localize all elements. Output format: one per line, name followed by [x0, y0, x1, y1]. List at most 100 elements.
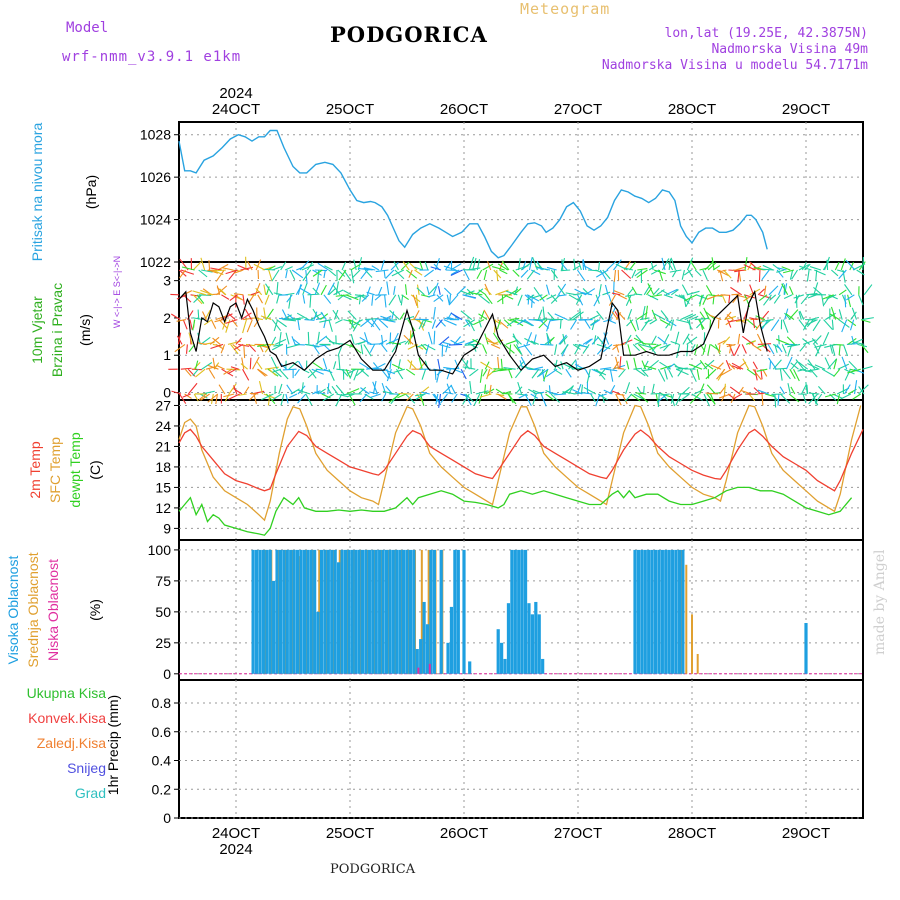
- wind-barb: [257, 343, 269, 347]
- wind-barb: [427, 286, 437, 296]
- wind-barb: [182, 319, 188, 330]
- wind-barb: [520, 319, 533, 327]
- wind-barb: [668, 368, 674, 378]
- wind-barb: [335, 281, 339, 295]
- wind-barb: [852, 341, 865, 345]
- wind-barb: [789, 343, 801, 347]
- wind-barb: [347, 368, 357, 375]
- wind-barb: [297, 319, 301, 331]
- y-tick-label: 0: [163, 810, 171, 826]
- wind-barb: [242, 319, 247, 334]
- wind-barb: [847, 319, 857, 327]
- wind-barb: [526, 269, 535, 280]
- y-tick-label: 50: [155, 604, 171, 620]
- wind-barb: [419, 386, 430, 395]
- wind-barb: [482, 368, 488, 377]
- wind-barb: [836, 393, 841, 405]
- high-cloud-bar: [671, 549, 675, 674]
- wind-barb: [569, 311, 582, 321]
- wind-barb: [475, 390, 489, 395]
- wind-barb: [850, 338, 863, 345]
- wind-barb: [801, 384, 807, 395]
- x-tick-bottom: 28OCT: [668, 825, 716, 842]
- wind-barb: [636, 312, 648, 321]
- wind-barb: [187, 382, 198, 395]
- wind-barb: [774, 367, 788, 370]
- wind-barb: [252, 356, 260, 370]
- wind-barb: [821, 368, 835, 377]
- wind-barb: [789, 368, 796, 379]
- wind-barb: [180, 367, 192, 370]
- wind-barb: [435, 319, 443, 328]
- wind-barb: [579, 319, 593, 321]
- wind-barb: [703, 359, 715, 370]
- wind-barb: [718, 344, 721, 354]
- wind-barb: [254, 282, 261, 296]
- wind-barb: [600, 367, 612, 370]
- wind-barb: [626, 319, 634, 327]
- y-tick-label: 1028: [140, 127, 171, 143]
- wind-barb: [543, 369, 549, 382]
- wind-barb: [632, 344, 640, 352]
- wind-barb: [772, 263, 781, 271]
- wind-barb: [328, 319, 333, 332]
- meteogram-label: Meteogram: [520, 0, 611, 18]
- wind-barb: [196, 342, 207, 345]
- wind-barb: [374, 362, 386, 370]
- wind-barb: [223, 368, 233, 375]
- wind-barb: [271, 269, 280, 282]
- wind-barb: [643, 364, 657, 370]
- high-cloud-bar: [343, 549, 348, 674]
- wind-barb: [689, 393, 700, 404]
- wind-barb: [517, 343, 531, 349]
- wind-barb: [326, 386, 332, 395]
- wind-barb: [763, 285, 767, 295]
- wind-barb: [590, 393, 596, 403]
- wind-barb: [188, 332, 193, 345]
- wind-barb: [179, 269, 186, 279]
- wind-barb: [741, 344, 747, 354]
- wind-barb: [208, 260, 211, 271]
- high-cloud-bar: [681, 549, 685, 674]
- wind-barb: [501, 260, 510, 271]
- wind-barb: [798, 361, 809, 370]
- wind-barb: [791, 269, 798, 280]
- wind-barb: [235, 337, 243, 345]
- wind-barb: [359, 393, 368, 403]
- wind-barb: [532, 393, 537, 405]
- wind-barb: [392, 332, 399, 345]
- wind-barb: [289, 393, 298, 399]
- wind-barb: [271, 336, 277, 345]
- wind-barb: [804, 319, 818, 326]
- wind-barb: [335, 319, 343, 324]
- wind-barb: [838, 309, 843, 320]
- wind-barb: [774, 393, 777, 408]
- wind-barb: [833, 358, 838, 370]
- wind-barb: [216, 364, 225, 370]
- wind-barb: [653, 287, 660, 296]
- high-cloud-bar: [378, 549, 382, 674]
- wind-barb: [179, 393, 187, 404]
- high-cloud-bar: [677, 549, 682, 674]
- wind-barb: [599, 368, 606, 377]
- wind-barb: [647, 294, 659, 301]
- wind-barb: [200, 257, 206, 271]
- wind-barb: [694, 388, 705, 395]
- wind-barb: [557, 294, 567, 297]
- wind-barb: [473, 393, 481, 406]
- wind-barb: [439, 336, 450, 345]
- wind-barb: [838, 269, 847, 280]
- wind-barb: [547, 311, 555, 320]
- wind-barb: [483, 309, 491, 320]
- wind-barb: [248, 393, 257, 401]
- wind-barb: [840, 393, 852, 400]
- wind-barb: [444, 317, 454, 321]
- high-cloud-bar: [265, 549, 269, 674]
- wind-barb: [636, 386, 642, 395]
- wind-barb: [424, 269, 434, 278]
- wind-barb: [366, 291, 375, 296]
- wind-barb: [531, 294, 533, 308]
- wind-barb: [602, 269, 611, 280]
- wind-barb: [789, 269, 794, 280]
- wind-barb: [629, 261, 636, 271]
